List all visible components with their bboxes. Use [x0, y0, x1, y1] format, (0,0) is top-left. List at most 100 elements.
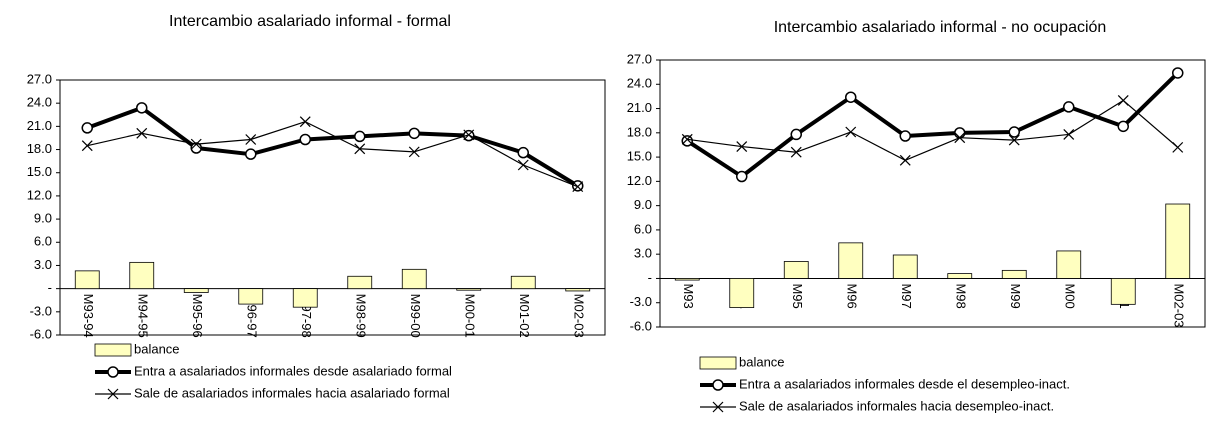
marker-stroke — [681, 133, 693, 145]
series-line — [686, 71, 1180, 179]
y-tick-label: 27.0 — [27, 71, 52, 86]
x-tick-label: M99 — [1008, 283, 1023, 308]
legend-label: Sale de asalariados informales hacia asa… — [134, 385, 450, 400]
line-marker — [1117, 95, 1129, 106]
x-tick-label: M00 — [1062, 283, 1077, 308]
marker-stroke — [1117, 95, 1129, 106]
plot-frame — [659, 59, 1206, 328]
bar — [129, 261, 155, 290]
line-marker — [681, 135, 693, 147]
bar — [74, 270, 100, 290]
line-marker — [408, 127, 420, 140]
bar — [1056, 250, 1082, 279]
line-marker — [736, 141, 748, 152]
line-marker — [1063, 101, 1075, 113]
y-tick-label: -6.0 — [30, 326, 52, 341]
line-marker — [245, 134, 257, 145]
bar — [238, 288, 264, 305]
line-marker — [954, 132, 966, 144]
y-tick-label: 15.0 — [627, 149, 652, 164]
marker-stroke — [81, 140, 93, 152]
marker-stroke — [736, 141, 748, 152]
legend-marker — [107, 388, 119, 400]
x-tick-label: M98 — [953, 283, 968, 308]
x-tick-label: M01-02 — [517, 294, 532, 338]
line-marker — [136, 102, 148, 114]
legend-marker — [712, 379, 724, 391]
line-marker — [899, 130, 911, 142]
y-tick-label: 6.0 — [634, 221, 652, 236]
bar — [729, 278, 755, 308]
line-marker — [354, 130, 366, 143]
marker-stroke — [1008, 134, 1020, 146]
y-tick-label: 12.0 — [627, 173, 652, 188]
x-tick-label: M94-95 — [135, 294, 150, 338]
bar — [674, 278, 700, 281]
x-tick-label: M02-03 — [571, 294, 586, 338]
marker-stroke — [517, 159, 529, 171]
y-tick-label: 6.0 — [34, 234, 52, 249]
line-marker — [190, 142, 202, 154]
y-tick-label: 18.0 — [27, 141, 52, 156]
y-tick-label: 9.0 — [634, 197, 652, 212]
y-tick-label: 21.0 — [627, 100, 652, 115]
marker-stroke — [572, 181, 584, 193]
line-marker — [736, 170, 748, 183]
x-tick-label: M97 — [899, 283, 914, 308]
line-marker — [572, 181, 584, 193]
bar — [347, 275, 373, 290]
marker-stroke — [190, 138, 202, 150]
line-marker — [1063, 129, 1075, 140]
bar — [1165, 203, 1191, 279]
line-marker — [790, 146, 802, 158]
line-marker — [681, 133, 693, 145]
legend-label: Entra a asalariados informales desde el … — [739, 376, 1070, 391]
bar — [401, 268, 427, 290]
line-marker — [190, 138, 202, 150]
x-tick-label: M93 — [681, 283, 696, 308]
chart-title: Intercambio asalariado informal - no ocu… — [774, 19, 1107, 36]
bar — [1110, 278, 1136, 305]
legend-swatch — [94, 343, 132, 357]
y-tick-label: - — [48, 280, 52, 295]
y-tick-label: 18.0 — [627, 124, 652, 139]
bar — [947, 273, 973, 279]
x-tick-label: M95 — [790, 283, 805, 308]
line-marker — [845, 91, 857, 103]
line-marker — [517, 146, 529, 159]
plot-frame — [59, 79, 606, 336]
line-marker — [1172, 67, 1184, 79]
y-tick-label: 27.0 — [627, 51, 652, 66]
y-tick-label: - — [648, 270, 652, 285]
marker-stroke — [136, 127, 148, 139]
y-tick-label: 9.0 — [34, 211, 52, 226]
y-tick-label: 15.0 — [27, 164, 52, 179]
line-marker — [81, 140, 93, 152]
x-tick-label: M00-01 — [462, 294, 477, 338]
line-marker — [245, 148, 257, 160]
legend-label: Entra a asalariados informales desde asa… — [134, 363, 452, 378]
series-line — [87, 121, 578, 188]
bar — [183, 288, 209, 293]
y-tick-label: 24.0 — [27, 95, 52, 110]
line-marker — [899, 154, 911, 166]
bar — [565, 288, 591, 292]
marker-stroke — [1172, 141, 1184, 153]
marker-stroke — [463, 129, 475, 141]
marker-stroke — [354, 143, 366, 155]
x-tick-label: M96-97 — [244, 294, 259, 338]
x-tick-label: M98-99 — [353, 294, 368, 338]
y-tick-label: 3.0 — [634, 246, 652, 261]
y-tick-label: -3.0 — [30, 303, 52, 318]
y-tick-label: 12.0 — [27, 187, 52, 202]
line-marker — [463, 129, 475, 141]
line-marker — [790, 128, 802, 141]
x-tick-label: M99-00 — [408, 294, 423, 338]
bar — [838, 242, 864, 279]
legend-label: Sale de asalariados informales hacia des… — [739, 398, 1054, 413]
bar — [783, 261, 809, 279]
x-tick-label: M02-03 — [1171, 283, 1186, 327]
bar — [456, 288, 482, 291]
bar — [1001, 269, 1027, 279]
chart-title: Intercambio asalariado informal - formal — [169, 13, 451, 30]
